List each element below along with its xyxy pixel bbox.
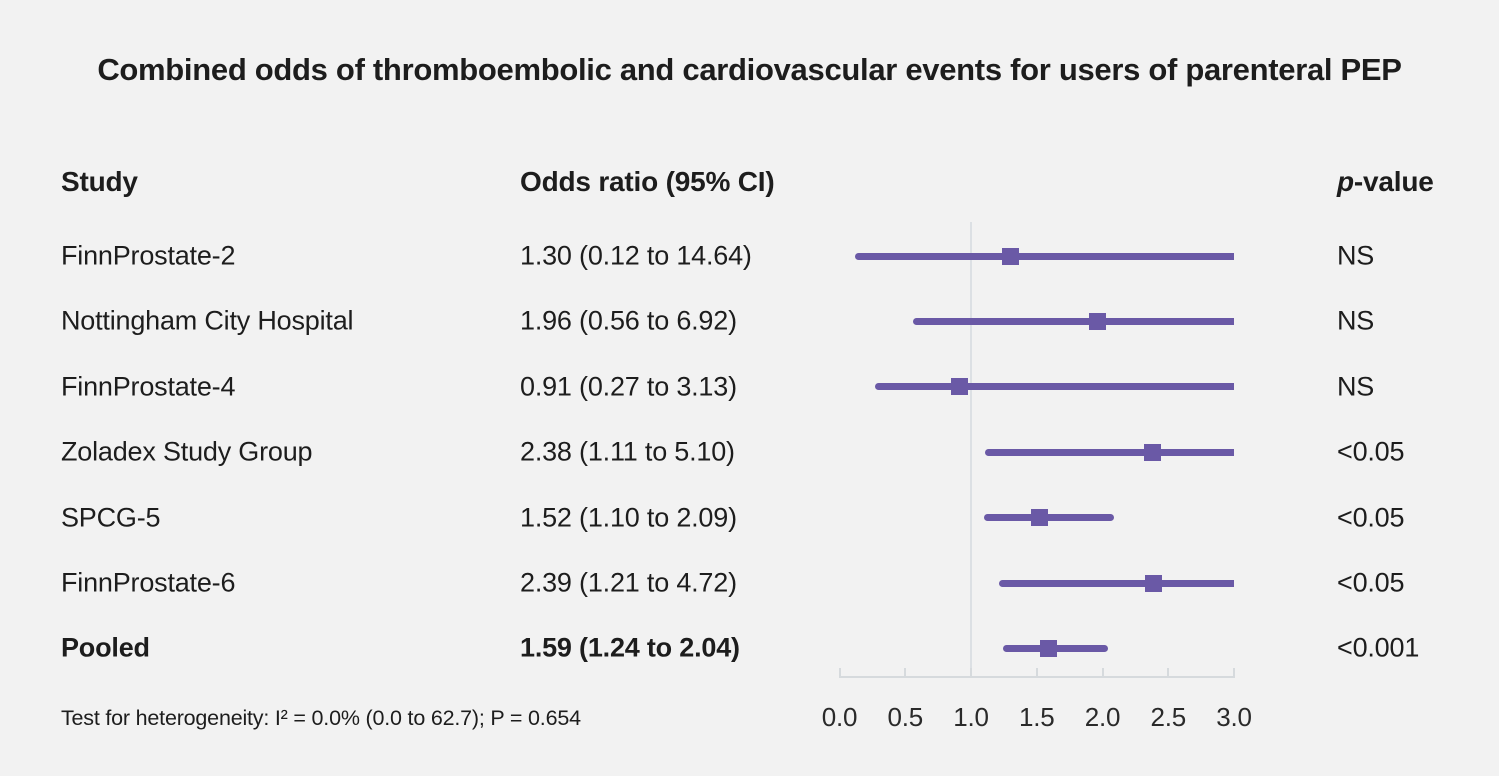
axis-tick-label: 3.0 xyxy=(1216,702,1252,732)
odds-ratio-marker xyxy=(1145,574,1163,592)
axis-tick xyxy=(838,668,841,676)
axis-tick xyxy=(1233,668,1235,676)
ci-bar xyxy=(855,252,1234,260)
axis-tick xyxy=(970,668,972,676)
p-value-text: NS xyxy=(1337,305,1375,336)
heterogeneity-footnote: Test for heterogeneity: I² = 0.0% (0.0 t… xyxy=(61,706,581,730)
odds-ratio-marker xyxy=(1030,509,1048,527)
axis-tick xyxy=(904,668,907,676)
p-value-text: <0.05 xyxy=(1337,567,1405,598)
x-axis-line xyxy=(838,676,1235,678)
axis-tick-label: 2.0 xyxy=(1084,702,1121,732)
study-label: Nottingham City Hospital xyxy=(61,305,354,336)
axis-tick-label: 2.5 xyxy=(1150,702,1187,732)
reference-line-or-1 xyxy=(970,222,972,678)
chart-title: Combined odds of thromboembolic and card… xyxy=(97,52,1402,87)
study-label: Zoladex Study Group xyxy=(61,436,313,467)
axis-tick-label: 0.5 xyxy=(887,702,924,732)
axis-tick xyxy=(1035,668,1038,676)
p-value-header-italic-p: p xyxy=(1337,166,1354,197)
p-value-text: <0.05 xyxy=(1337,436,1405,467)
p-value-text: <0.001 xyxy=(1337,632,1420,663)
study-label: FinnProstate-4 xyxy=(61,371,236,402)
odds-ratio-marker xyxy=(1040,639,1058,657)
odds-ratio-text: 2.39 (1.21 to 4.72) xyxy=(520,567,737,598)
axis-tick-label: 1.0 xyxy=(953,702,989,732)
column-header-p-value: p-value xyxy=(1337,166,1434,198)
ci-bar xyxy=(985,448,1234,456)
odds-ratio-text: 1.96 (0.56 to 6.92) xyxy=(520,305,737,336)
ci-bar xyxy=(998,579,1234,587)
column-header-odds-ratio: Odds ratio (95% CI) xyxy=(520,166,775,197)
axis-tick-label: 1.5 xyxy=(1018,702,1055,732)
odds-ratio-text: 1.30 (0.12 to 14.64) xyxy=(520,240,752,271)
odds-ratio-marker xyxy=(1088,312,1106,330)
axis-tick xyxy=(1167,668,1170,676)
odds-ratio-marker xyxy=(1143,443,1161,461)
study-label: Pooled xyxy=(61,632,150,663)
odds-ratio-text: 2.38 (1.11 to 5.10) xyxy=(520,436,735,467)
ci-bar xyxy=(984,514,1115,522)
ci-bar xyxy=(913,317,1234,325)
column-header-study: Study xyxy=(61,166,138,197)
odds-ratio-text: 0.91 (0.27 to 3.13) xyxy=(520,371,737,402)
p-value-text: NS xyxy=(1337,240,1375,271)
odds-ratio-text: 1.52 (1.10 to 2.09) xyxy=(520,502,737,533)
odds-ratio-marker xyxy=(950,378,968,396)
study-label: FinnProstate-2 xyxy=(61,240,236,271)
odds-ratio-text: 1.59 (1.24 to 2.04) xyxy=(520,632,740,663)
p-value-text: <0.05 xyxy=(1337,502,1405,533)
odds-ratio-marker xyxy=(1001,247,1019,265)
p-value-header-suffix: -value xyxy=(1353,166,1434,197)
axis-tick xyxy=(1101,668,1104,676)
study-label: FinnProstate-6 xyxy=(61,567,236,598)
axis-tick-label: 0.0 xyxy=(821,702,858,732)
ci-bar xyxy=(875,383,1234,391)
p-value-text: NS xyxy=(1337,371,1375,402)
study-label: SPCG-5 xyxy=(61,502,161,533)
